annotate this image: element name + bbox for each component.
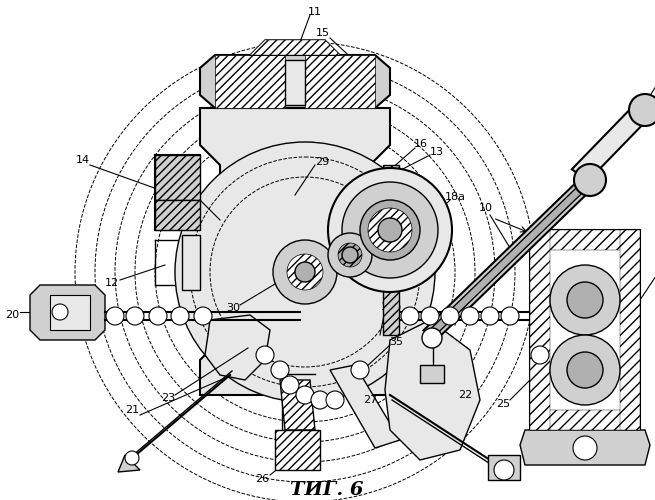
Polygon shape (275, 430, 320, 470)
Text: 29: 29 (315, 157, 329, 167)
Circle shape (326, 391, 344, 409)
Polygon shape (530, 230, 640, 250)
Circle shape (295, 262, 315, 282)
Circle shape (328, 233, 372, 277)
Text: 31: 31 (455, 297, 469, 307)
Circle shape (573, 436, 597, 460)
Circle shape (338, 243, 362, 267)
Circle shape (273, 240, 337, 304)
Circle shape (531, 346, 549, 364)
Polygon shape (30, 285, 105, 340)
Circle shape (550, 335, 620, 405)
Text: 23: 23 (161, 393, 175, 403)
Circle shape (351, 361, 369, 379)
Circle shape (171, 307, 189, 325)
Text: 21: 21 (125, 405, 139, 415)
Circle shape (368, 208, 412, 252)
Text: 32: 32 (631, 107, 645, 117)
Text: 22: 22 (458, 390, 472, 400)
Text: 12: 12 (105, 278, 119, 288)
Circle shape (149, 307, 167, 325)
Polygon shape (155, 155, 200, 200)
Circle shape (328, 168, 452, 292)
Polygon shape (330, 365, 400, 448)
Bar (420, 365, 444, 383)
Bar (285, 60, 305, 105)
Circle shape (461, 307, 479, 325)
Text: 17: 17 (182, 185, 196, 195)
Circle shape (574, 164, 606, 196)
Text: 13: 13 (430, 147, 444, 157)
Text: 14: 14 (76, 155, 90, 165)
Circle shape (567, 352, 603, 388)
Circle shape (401, 307, 419, 325)
Circle shape (256, 346, 274, 364)
Circle shape (52, 304, 68, 320)
Circle shape (125, 451, 139, 465)
Circle shape (360, 200, 420, 260)
Text: 18b: 18b (381, 302, 402, 312)
Bar (530, 230, 640, 430)
Text: 11: 11 (308, 7, 322, 17)
Circle shape (126, 307, 144, 325)
Polygon shape (426, 178, 593, 338)
Circle shape (494, 460, 514, 480)
Text: 10: 10 (479, 203, 493, 213)
Circle shape (441, 307, 459, 325)
Circle shape (629, 94, 655, 126)
Circle shape (342, 182, 438, 278)
Text: 26: 26 (255, 474, 269, 484)
Circle shape (501, 307, 519, 325)
Bar (545, 245, 625, 415)
Circle shape (271, 361, 289, 379)
Polygon shape (118, 455, 140, 472)
Text: 27: 27 (363, 395, 377, 405)
Polygon shape (530, 230, 550, 430)
Circle shape (342, 247, 358, 263)
Circle shape (550, 265, 620, 335)
Text: ΤИГ. 6: ΤИГ. 6 (290, 481, 364, 499)
Text: 19: 19 (353, 205, 367, 215)
Polygon shape (155, 200, 200, 230)
Text: 18a: 18a (445, 192, 466, 202)
Polygon shape (620, 230, 640, 430)
Circle shape (567, 282, 603, 318)
Circle shape (421, 307, 439, 325)
Text: 35: 35 (389, 337, 403, 347)
Bar (50, 295, 90, 330)
Circle shape (287, 254, 323, 290)
Polygon shape (520, 430, 650, 465)
Polygon shape (423, 176, 597, 340)
Circle shape (106, 307, 124, 325)
Circle shape (296, 386, 314, 404)
Text: 20: 20 (5, 310, 19, 320)
Circle shape (378, 218, 402, 242)
Circle shape (175, 142, 435, 402)
Circle shape (311, 391, 329, 409)
Bar (488, 455, 520, 480)
Polygon shape (215, 55, 285, 108)
Polygon shape (305, 55, 375, 108)
Text: 25: 25 (496, 399, 510, 409)
Text: 30: 30 (226, 303, 240, 313)
Polygon shape (205, 315, 270, 380)
Polygon shape (250, 40, 340, 55)
Polygon shape (200, 108, 390, 395)
Text: 15: 15 (316, 28, 330, 38)
Polygon shape (572, 102, 653, 180)
Polygon shape (280, 380, 315, 430)
Text: 16: 16 (414, 139, 428, 149)
Polygon shape (530, 410, 640, 430)
Bar (182, 235, 200, 290)
Polygon shape (250, 40, 340, 55)
Circle shape (481, 307, 499, 325)
Polygon shape (385, 320, 480, 460)
Polygon shape (200, 55, 390, 108)
Circle shape (422, 328, 442, 348)
Circle shape (281, 376, 299, 394)
Circle shape (194, 307, 212, 325)
Bar (383, 165, 399, 335)
